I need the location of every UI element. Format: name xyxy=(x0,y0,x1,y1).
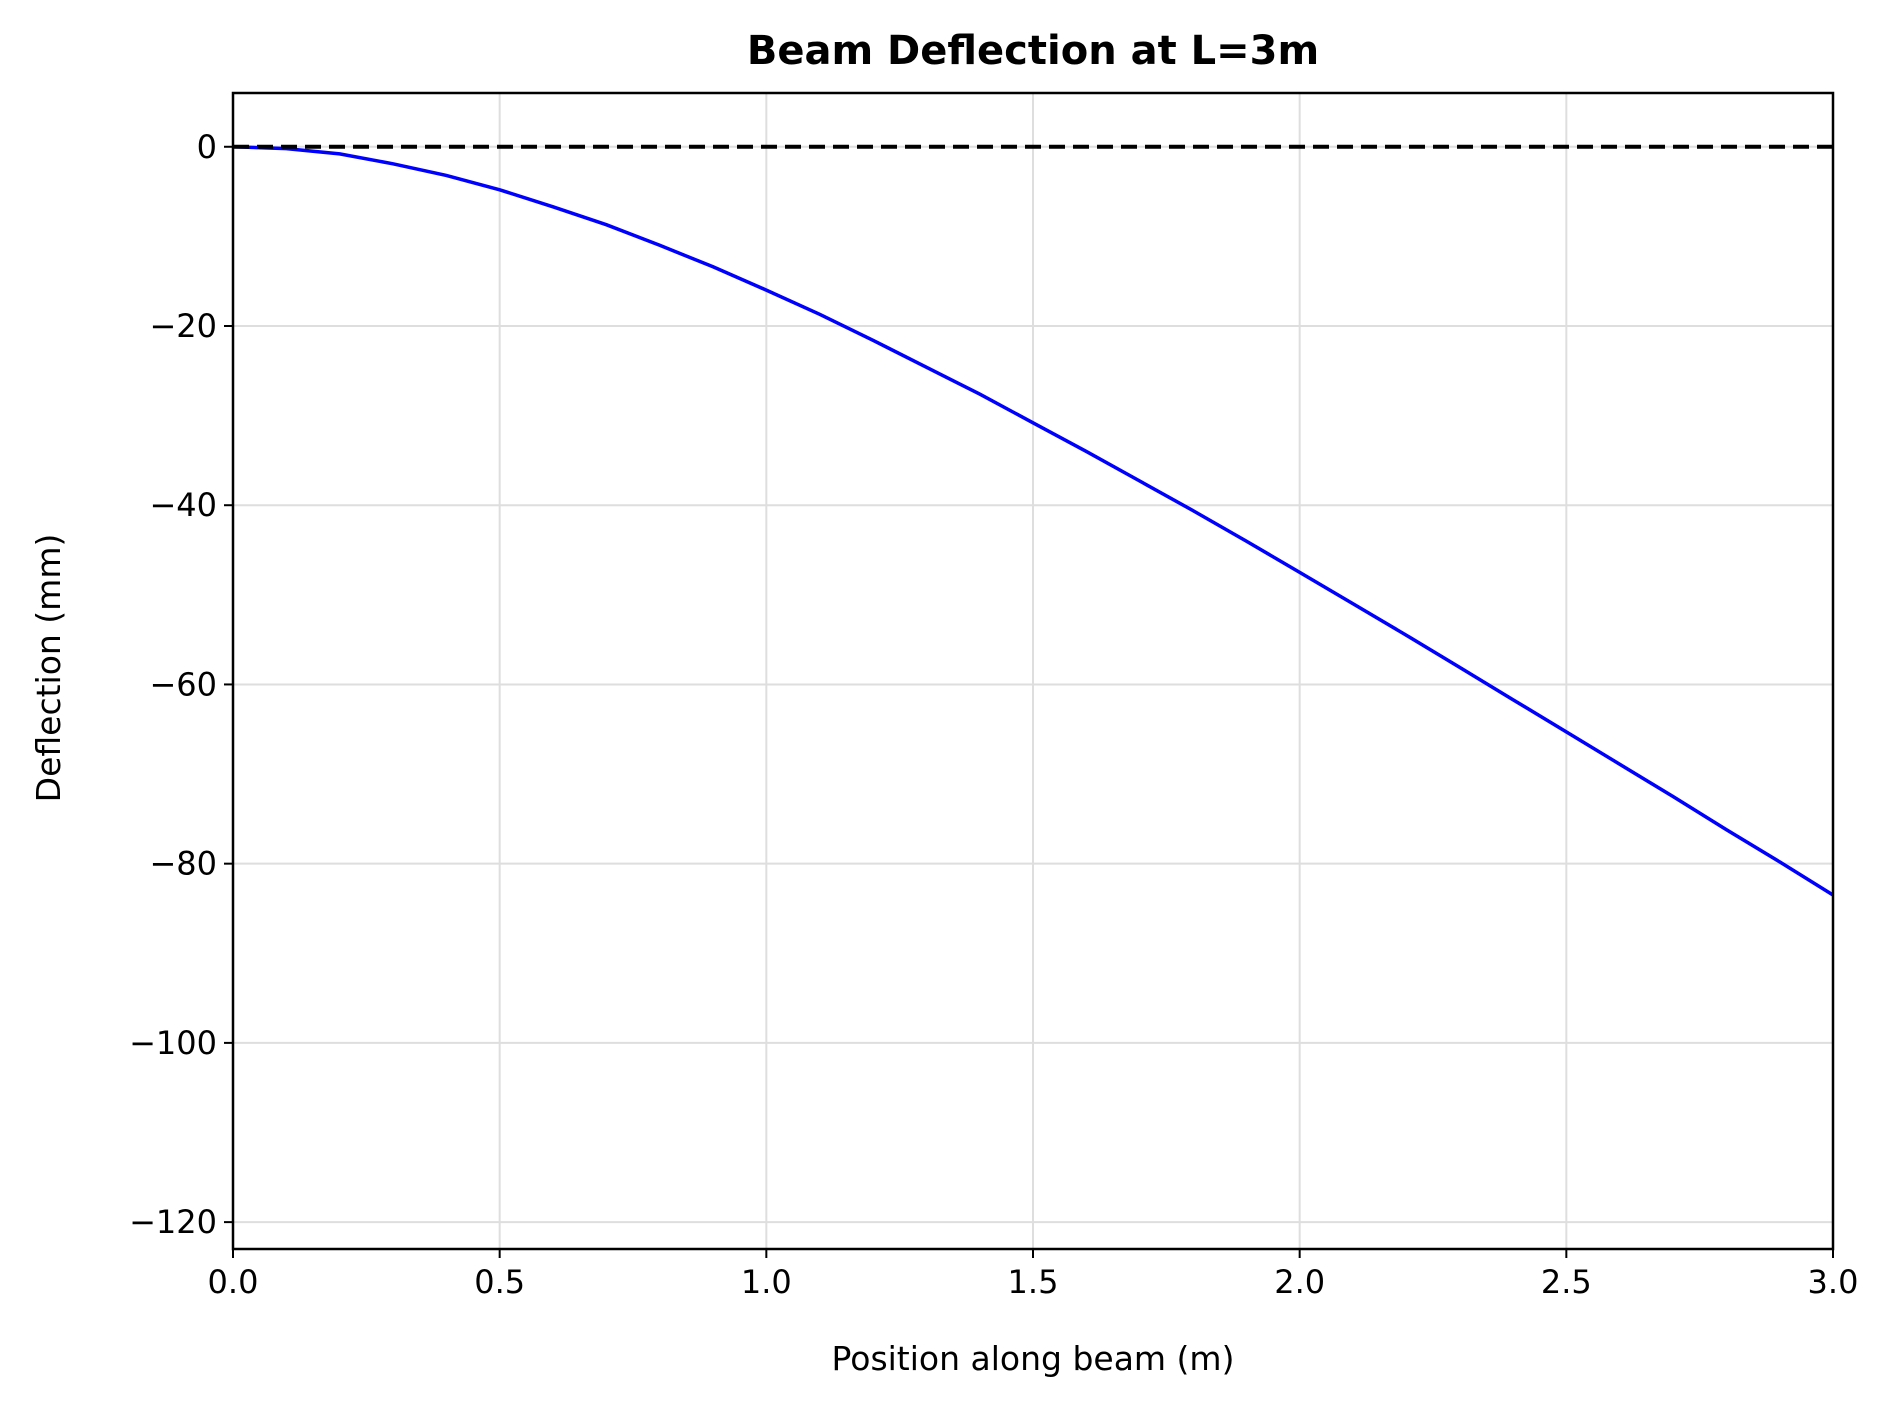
series-layer xyxy=(232,144,1834,897)
x-tick-label: 2.0 xyxy=(1274,1263,1325,1301)
y-tick-label: 0 xyxy=(197,128,217,166)
y-tick-label: −100 xyxy=(129,1024,217,1062)
y-ticks: 0 −20 −40 −60 −80 −100 −120 xyxy=(129,128,233,1241)
x-ticks: 0.0 0.5 1.0 1.5 2.0 2.5 3.0 xyxy=(208,1249,1859,1301)
grid xyxy=(232,93,1834,1249)
chart-title: Beam Deflection at L=3m xyxy=(747,28,1319,74)
y-tick-label: −120 xyxy=(129,1203,217,1241)
y-tick-label: −80 xyxy=(149,845,217,883)
x-tick-label: 2.5 xyxy=(1541,1263,1592,1301)
x-tick-label: 1.0 xyxy=(741,1263,792,1301)
x-tick-label: 1.5 xyxy=(1008,1263,1059,1301)
deflection-curve xyxy=(232,145,1834,897)
y-tick-label: −60 xyxy=(149,665,217,703)
x-tick-label: 0.5 xyxy=(474,1263,525,1301)
x-tick-label: 0.0 xyxy=(208,1263,259,1301)
y-tick-label: −20 xyxy=(149,307,217,345)
x-axis-label: Position along beam (m) xyxy=(832,1339,1235,1378)
y-tick-label: −40 xyxy=(149,486,217,524)
y-axis-label: Deflection (mm) xyxy=(29,534,68,803)
x-tick-label: 3.0 xyxy=(1808,1263,1859,1301)
